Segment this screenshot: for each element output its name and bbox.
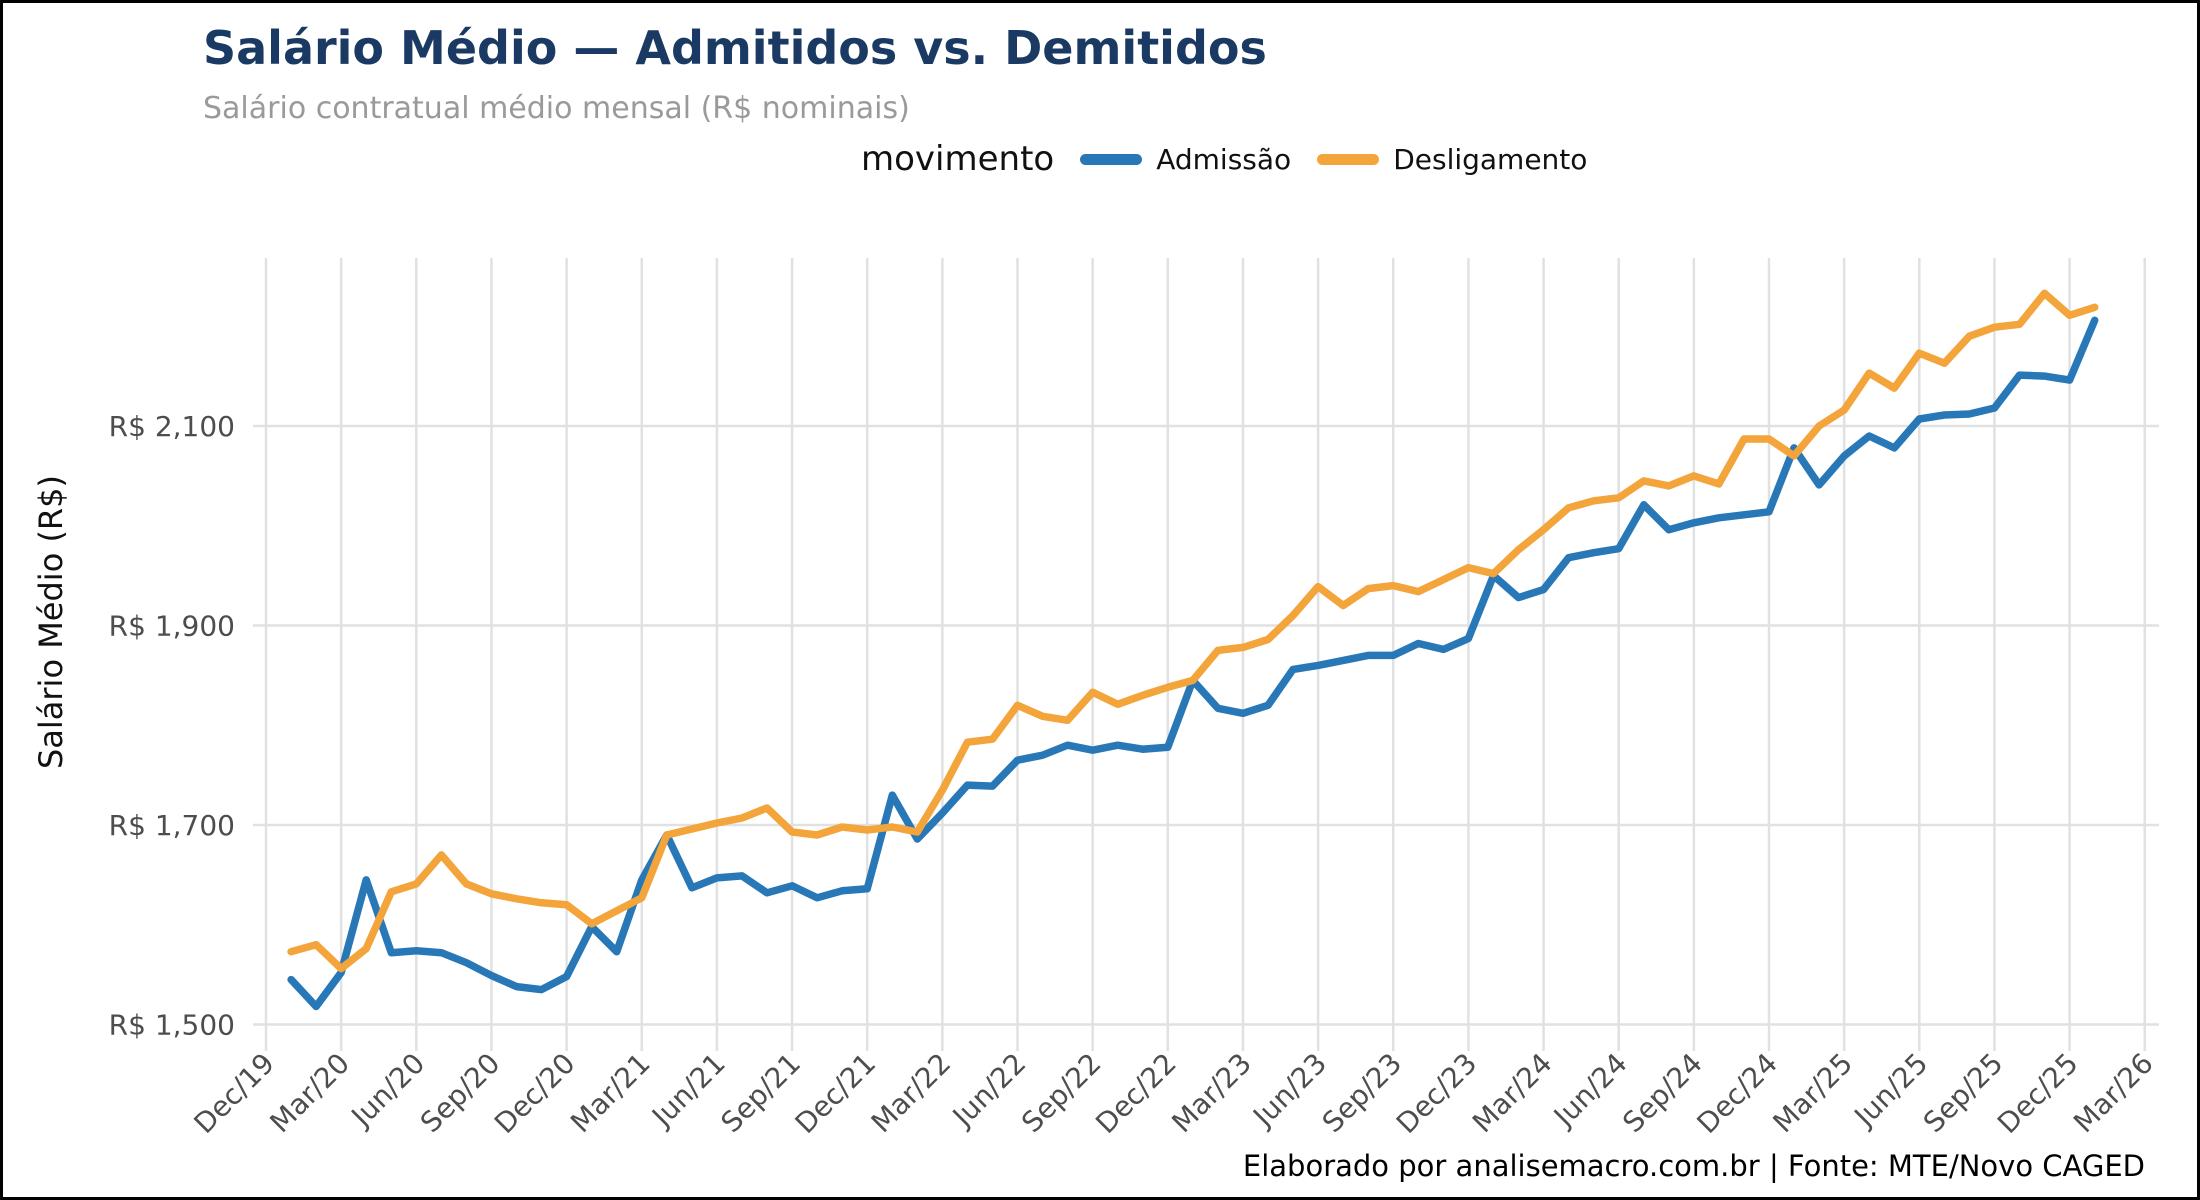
x-tick-label: Mar/21	[564, 1047, 657, 1140]
source-credit: Elaborado por analisemacro.com.br | Font…	[1242, 1149, 2145, 1183]
y-tick-label: R$ 2,100	[109, 410, 235, 443]
x-tick-label: Mar/22	[865, 1047, 958, 1140]
legend-title: movimento	[861, 139, 1055, 179]
x-tick-label: Mar/25	[1767, 1047, 1860, 1140]
chart-title: Salário Médio — Admitidos vs. Demitidos	[203, 21, 1267, 75]
y-axis-title: Salário Médio (R$)	[32, 474, 70, 770]
x-tick-label: Mar/23	[1165, 1047, 1258, 1140]
chart-subtitle: Salário contratual médio mensal (R$ nomi…	[203, 91, 910, 126]
x-tick-label: Dec/24	[1690, 1047, 1784, 1141]
legend-label-desligamento: Desligamento	[1393, 142, 1588, 176]
x-tick-label: Sep/21	[714, 1047, 807, 1140]
x-tick-label: Dec/21	[789, 1047, 883, 1141]
y-tick-label: R$ 1,700	[109, 809, 235, 842]
x-tick-label: Dec/19	[187, 1047, 281, 1141]
legend-item-admissao: Admissão	[1080, 143, 1291, 176]
admissao-line-swatch	[1080, 153, 1143, 165]
x-tick-label: Sep/23	[1316, 1047, 1409, 1140]
legend: movimento Admissão Desligamento	[861, 139, 1587, 179]
x-tick-label: Mar/24	[1466, 1047, 1559, 1140]
y-tick-label: R$ 1,500	[109, 1009, 235, 1042]
x-tick-label: Mar/26	[2067, 1047, 2160, 1140]
x-tick-label: Dec/20	[488, 1047, 582, 1141]
desligamento-line-swatch	[1317, 153, 1380, 165]
x-tick-label: Sep/24	[1616, 1047, 1709, 1140]
legend-label-admissao: Admissão	[1156, 142, 1292, 176]
x-tick-label: Dec/22	[1089, 1047, 1183, 1141]
x-tick-label: Sep/25	[1917, 1047, 2010, 1140]
legend-item-desligamento: Desligamento	[1317, 143, 1587, 176]
x-tick-label: Sep/20	[414, 1047, 507, 1140]
series-line-desligamento	[287, 289, 2099, 973]
x-tick-label: Sep/22	[1015, 1047, 1108, 1140]
y-tick-label: R$ 1,900	[109, 610, 235, 643]
x-tick-label: Dec/25	[1991, 1047, 2085, 1141]
x-tick-label: Mar/20	[264, 1047, 357, 1140]
x-tick-label: Dec/23	[1390, 1047, 1484, 1141]
